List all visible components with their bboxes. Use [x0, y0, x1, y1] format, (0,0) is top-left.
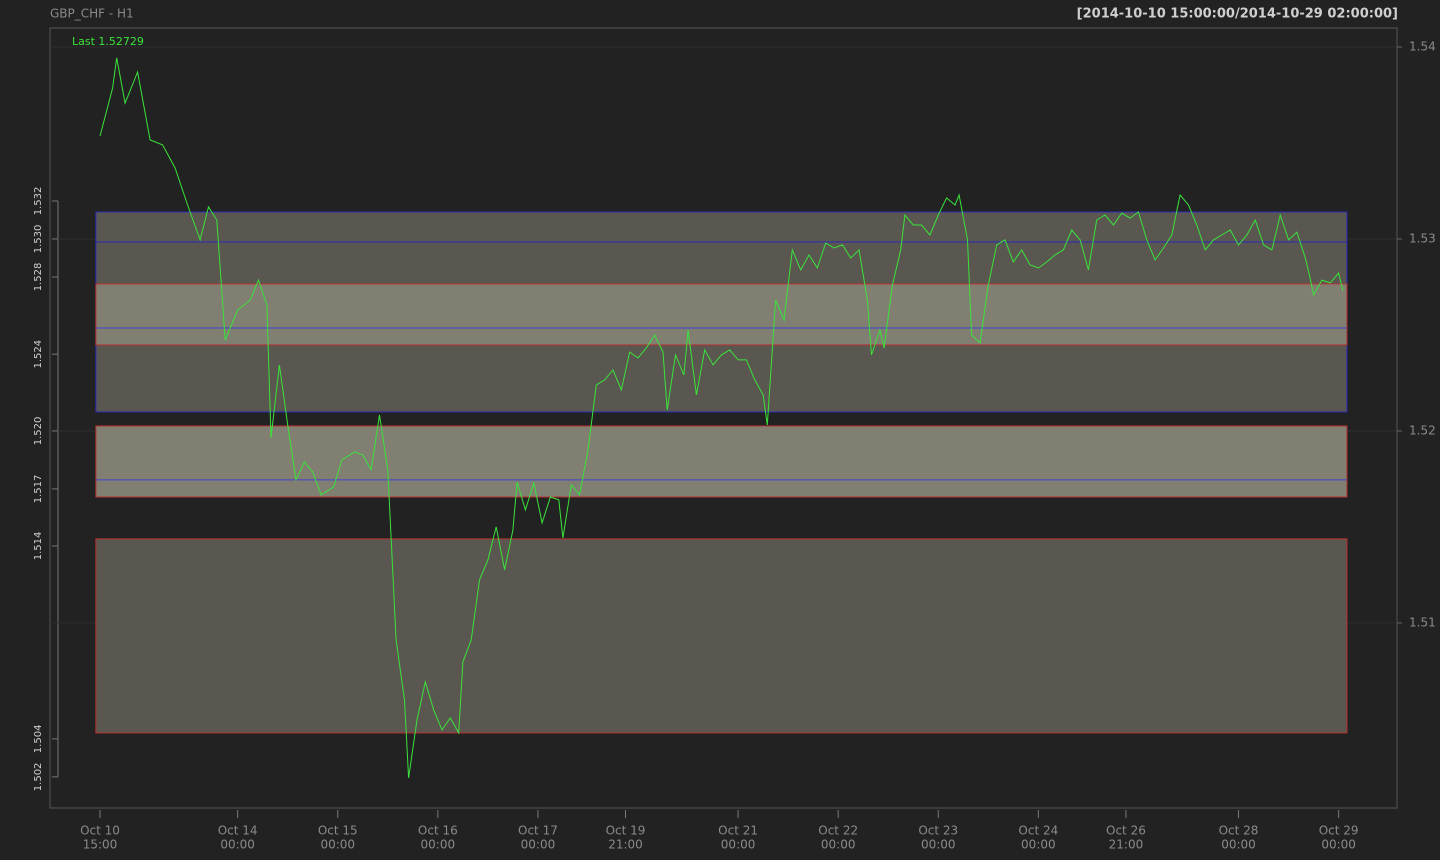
x-tick-label: Oct 26 — [1106, 824, 1146, 838]
x-tick-sublabel: 00:00 — [320, 838, 355, 852]
chart-title: GBP_CHF - H1 — [50, 7, 134, 21]
left-tick-label: 1.504 — [33, 725, 44, 754]
x-tick-sublabel: 00:00 — [521, 838, 556, 852]
price-line — [99, 57, 1344, 778]
plot-frame — [49, 27, 1398, 809]
x-tick-label: Oct 16 — [418, 824, 458, 838]
left-tick-label: 1.517 — [33, 475, 44, 504]
x-tick-sublabel: 00:00 — [721, 838, 756, 852]
left-tick-label: 1.502 — [33, 763, 44, 792]
x-tick-label: Oct 22 — [818, 824, 858, 838]
x-tick-label: Oct 19 — [606, 824, 646, 838]
last-value: Last 1.52729 — [72, 35, 144, 48]
x-tick-sublabel: 15:00 — [83, 838, 118, 852]
x-tick-label: Oct 15 — [318, 824, 358, 838]
x-tick-sublabel: 21:00 — [1109, 838, 1144, 852]
zone — [95, 538, 1348, 734]
x-tick-sublabel: 00:00 — [220, 838, 255, 852]
left-tick-label: 1.520 — [33, 417, 44, 446]
zone — [95, 283, 1348, 346]
y-tick-label: 1.51 — [1409, 615, 1436, 629]
y-tick-label: 1.52 — [1409, 423, 1436, 437]
x-tick-sublabel: 00:00 — [1221, 838, 1256, 852]
x-tick-label: Oct 29 — [1319, 824, 1359, 838]
x-tick-label: Oct 10 — [80, 824, 120, 838]
x-tick-sublabel: 00:00 — [421, 838, 456, 852]
y-tick-label: 1.53 — [1409, 231, 1436, 245]
x-tick-label: Oct 23 — [918, 824, 958, 838]
x-tick-label: Oct 28 — [1219, 824, 1259, 838]
date-range: [2014-10-10 15:00:00/2014-10-29 02:00:00… — [1077, 7, 1398, 22]
left-tick-label: 1.524 — [33, 340, 44, 369]
x-tick-label: Oct 17 — [518, 824, 558, 838]
x-tick-sublabel: 00:00 — [821, 838, 856, 852]
x-tick-sublabel: 00:00 — [1321, 838, 1356, 852]
x-tick-sublabel: 00:00 — [1021, 838, 1056, 852]
y-tick-label: 1.54 — [1409, 40, 1436, 54]
zone — [95, 425, 1348, 498]
left-tick-label: 1.514 — [33, 532, 44, 561]
x-tick-label: Oct 24 — [1018, 824, 1058, 838]
left-tick-label: 1.528 — [33, 263, 44, 292]
x-tick-label: Oct 21 — [718, 824, 758, 838]
left-tick-label: 1.530 — [33, 225, 44, 254]
x-tick-label: Oct 14 — [218, 824, 258, 838]
x-tick-sublabel: 00:00 — [921, 838, 956, 852]
x-tick-sublabel: 21:00 — [608, 838, 643, 852]
left-tick-label: 1.532 — [33, 187, 44, 216]
